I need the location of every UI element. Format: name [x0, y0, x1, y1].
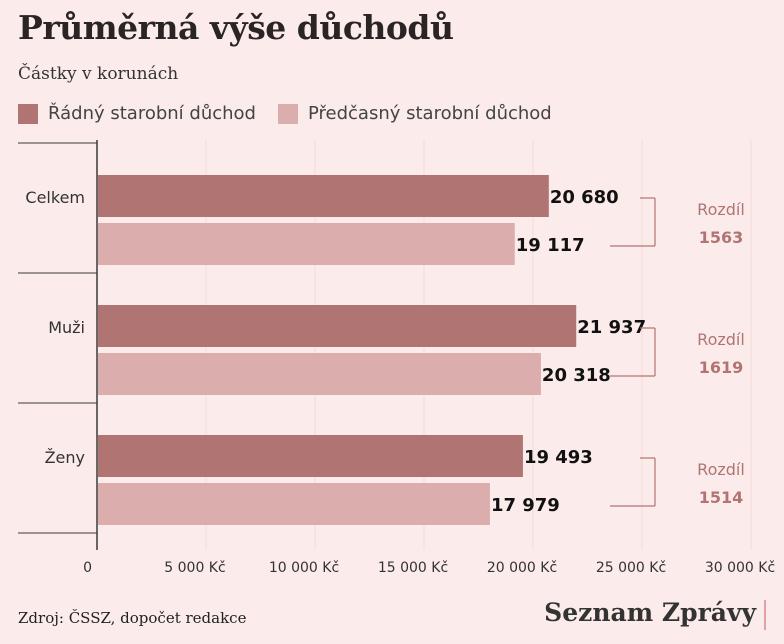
difference-value: 1563 [699, 228, 744, 247]
bar-chart: 0 5 000 Kč 10 000 Kč 15 000 Kč 20 000 Kč 25 0… [18, 140, 775, 576]
legend: Řádný starobní důchod Předčasný starobní… [18, 103, 574, 124]
category-label: Muži [48, 318, 85, 337]
bar-value-label: 19 117 [516, 235, 585, 256]
legend-label-regular: Řádný starobní důchod [48, 103, 256, 124]
x-tick-label: 10 000 Kč [269, 560, 339, 576]
x-tick-label: 25 000 Kč [596, 560, 666, 576]
bar [98, 435, 523, 477]
bar-value-label: 21 937 [577, 317, 646, 338]
bar [98, 305, 577, 347]
legend-item-early: Předčasný starobní důchod [277, 103, 552, 124]
legend-item-regular: Řádný starobní důchod [18, 103, 256, 124]
legend-swatch-early [277, 103, 298, 124]
x-tick-label: 5 000 Kč [164, 560, 225, 576]
brand-logo: Seznam Zprávy [544, 598, 756, 627]
x-tick-label: 0 [83, 560, 92, 576]
bar [98, 483, 490, 525]
source-note: Zdroj: ČSSZ, dopočet redakce [18, 609, 247, 627]
difference-label: Rozdíl [697, 200, 745, 219]
difference-label: Rozdíl [697, 460, 745, 479]
bar-value-label: 19 493 [524, 447, 593, 468]
bar-value-label: 20 318 [542, 365, 611, 386]
bar [98, 223, 515, 265]
bar-value-label: 17 979 [491, 495, 560, 516]
legend-label-early: Předčasný starobní důchod [307, 103, 552, 124]
difference-value: 1514 [699, 488, 744, 507]
brand-divider [764, 600, 766, 630]
difference-label: Rozdíl [697, 330, 745, 349]
bar [98, 175, 549, 217]
category-label: Celkem [25, 188, 85, 207]
bar [98, 353, 541, 395]
chart-subtitle: Částky v korunách [18, 64, 179, 84]
x-tick-label: 20 000 Kč [487, 560, 557, 576]
legend-swatch-regular [18, 103, 38, 124]
category-label: Ženy [45, 448, 85, 467]
x-tick-label: 15 000 Kč [378, 560, 448, 576]
x-tick-label: 30 000 Kč [705, 560, 775, 576]
bar-value-label: 20 680 [550, 187, 619, 208]
chart-title: Průměrná výše důchodů [18, 8, 454, 47]
difference-value: 1619 [699, 358, 744, 377]
